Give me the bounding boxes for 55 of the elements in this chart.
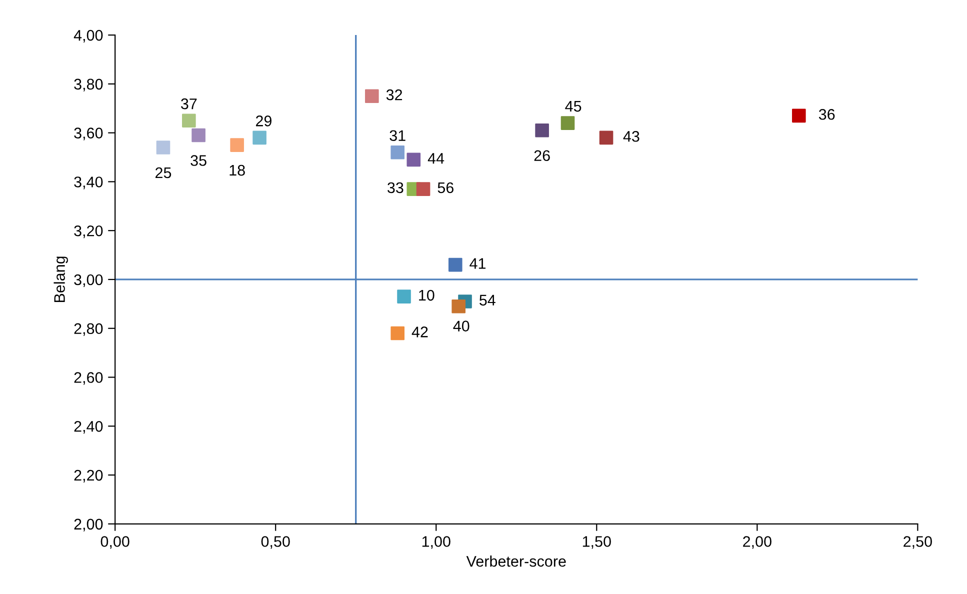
point (252, 130, 266, 145)
series-label: 43 (623, 130, 640, 142)
point (416, 182, 430, 196)
y-tick-label: 2,40 (74, 421, 103, 434)
y-tick-label: 3,00 (74, 274, 103, 287)
series-label: 41 (470, 258, 486, 269)
series-label: 42 (412, 326, 428, 338)
y-tick-label: 3,40 (74, 176, 103, 190)
point (156, 140, 170, 154)
y-tick-label: 2,80 (74, 323, 103, 336)
point (397, 290, 411, 304)
point (560, 116, 575, 130)
series-label: 36 (818, 108, 835, 120)
point (599, 130, 614, 145)
y-tick-label: 2,20 (74, 470, 103, 483)
series-label: 45 (565, 101, 582, 112)
series-label: 40 (453, 320, 470, 332)
point (406, 152, 421, 167)
y-tick-label: 3,20 (74, 225, 103, 238)
series-label: 18 (230, 164, 245, 176)
series-label: 31 (390, 130, 406, 142)
series-label: 44 (428, 153, 444, 164)
series-label: 10 (419, 290, 434, 301)
x-tick-label: 0,00 (100, 536, 130, 549)
point (448, 258, 462, 272)
point (792, 108, 806, 123)
point (452, 299, 466, 314)
y-tick-label: 3,60 (74, 128, 103, 140)
point (192, 128, 206, 142)
point (535, 123, 549, 138)
point (365, 89, 379, 104)
y-tick-label: 2,00 (74, 518, 103, 532)
series-label: 56 (438, 182, 454, 194)
series-label: 35 (190, 155, 206, 166)
point (230, 138, 244, 152)
y-tick-label: 4,00 (74, 30, 103, 43)
series-label: 26 (534, 150, 550, 162)
x-tick-label: 1,50 (582, 536, 611, 549)
series-label: 33 (388, 182, 404, 194)
series-label: 29 (256, 116, 272, 126)
series-label: 37 (181, 98, 197, 110)
x-tick-label: 2,00 (743, 536, 772, 549)
series-label: 32 (386, 89, 402, 100)
x-tick-label: 0,50 (261, 536, 290, 549)
series-label: 25 (156, 167, 172, 178)
series-label: 54 (480, 294, 496, 306)
y-tick-label: 3,80 (74, 78, 103, 92)
y-tick-label: 2,60 (74, 372, 103, 385)
point (390, 326, 404, 340)
y-axis-title: Belang (54, 256, 68, 302)
point (182, 114, 196, 128)
x-axis-title: Verbeter-score (466, 556, 566, 567)
point (390, 145, 404, 160)
x-tick-label: 2,50 (904, 536, 932, 549)
x-tick-label: 1,00 (422, 536, 450, 549)
